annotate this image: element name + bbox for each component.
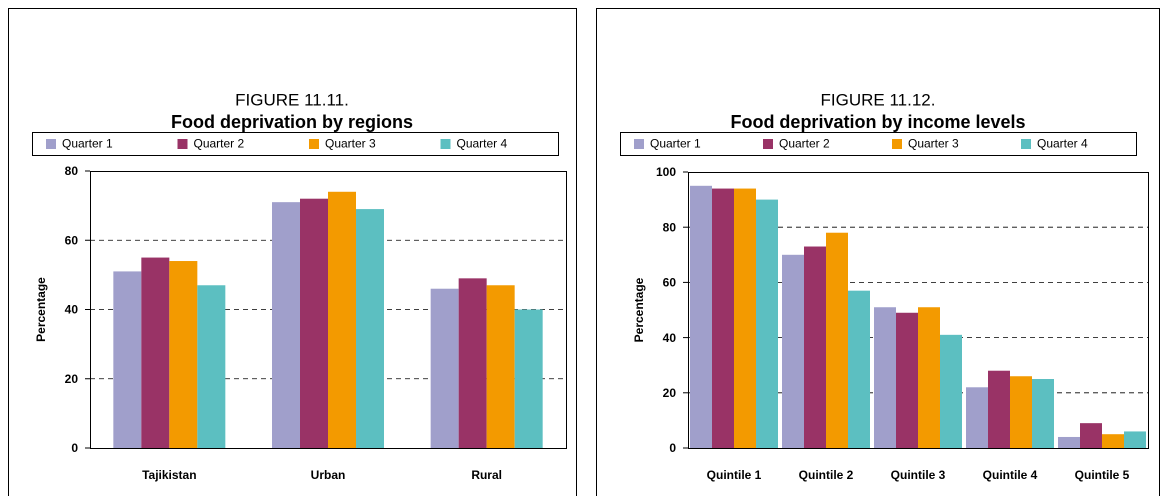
bar: [896, 312, 918, 448]
bar: [300, 198, 328, 448]
bar: [169, 261, 198, 448]
bar: [514, 309, 543, 448]
figure-label: FIGURE 11.11.: [235, 90, 349, 109]
legend-label: Quarter 4: [457, 137, 508, 151]
bar: [1124, 431, 1146, 448]
y-tick-label: 0: [71, 441, 78, 455]
bar: [458, 278, 487, 448]
legend-swatch: [177, 139, 188, 149]
bar: [988, 370, 1010, 448]
y-tick-label: 20: [65, 372, 79, 386]
legend-swatch: [763, 139, 773, 149]
bar: [141, 257, 170, 448]
legend-swatch: [46, 139, 56, 149]
x-tick-label: Quintile 5: [1075, 468, 1130, 482]
bar: [197, 285, 226, 448]
bar: [940, 334, 962, 448]
legend-label: Quarter 2: [194, 137, 245, 151]
x-tick-label: Tajikistan: [142, 468, 196, 482]
y-tick-label: 20: [663, 386, 677, 400]
x-tick-label: Quintile 2: [799, 468, 854, 482]
bar: [804, 246, 826, 448]
x-tick-label: Rural: [471, 468, 502, 482]
bar: [1032, 379, 1054, 448]
bar: [1080, 423, 1102, 448]
legend-swatch: [892, 139, 902, 149]
plot-frame: [688, 172, 1149, 449]
legend-label: Quarter 2: [779, 137, 830, 151]
figure-label: FIGURE 11.12.: [821, 90, 936, 109]
bar: [690, 185, 712, 449]
panel-border: [596, 8, 1160, 501]
panel-border: [8, 8, 577, 501]
y-axis-label: Percentage: [632, 277, 646, 342]
y-tick-label: 60: [663, 276, 677, 290]
chart-title: Food deprivation by income levels: [730, 112, 1025, 132]
bar: [356, 209, 384, 448]
bar: [712, 188, 734, 448]
legend-box: [620, 132, 1137, 156]
legend-label: Quarter 3: [908, 137, 959, 151]
legend-label: Quarter 3: [325, 137, 376, 151]
y-tick-label: 80: [663, 220, 677, 234]
legend-label: Quarter 1: [62, 137, 113, 151]
x-tick-label: Quintile 4: [983, 468, 1038, 482]
bar: [113, 271, 142, 448]
bar: [826, 232, 848, 448]
y-tick-label: 0: [669, 441, 676, 455]
y-tick-label: 40: [663, 331, 677, 345]
legend-swatch: [1021, 139, 1031, 149]
bar: [486, 285, 515, 448]
x-tick-label: Urban: [311, 468, 346, 482]
y-tick-label: 80: [65, 164, 79, 178]
legend-swatch: [634, 139, 644, 149]
legend-label: Quarter 4: [1037, 137, 1088, 151]
bar: [734, 188, 756, 448]
bar: [1010, 376, 1032, 448]
bar: [874, 307, 896, 448]
bar: [848, 290, 870, 448]
chart-title: Food deprivation by regions: [171, 112, 413, 132]
bar: [1102, 434, 1124, 448]
legend-box: [32, 132, 559, 156]
bar: [918, 307, 940, 448]
bar: [966, 387, 988, 448]
bar: [1058, 436, 1080, 448]
legend-label: Quarter 1: [650, 137, 701, 151]
legend-swatch: [440, 139, 451, 149]
y-tick-label: 60: [65, 233, 79, 247]
x-tick-label: Quintile 3: [891, 468, 946, 482]
bar: [782, 254, 804, 448]
bar: [328, 191, 356, 448]
plot-frame: [90, 171, 567, 449]
legend-swatch: [309, 139, 319, 149]
bar: [272, 202, 300, 448]
y-tick-label: 40: [65, 303, 79, 317]
bar: [756, 199, 778, 448]
bar: [430, 288, 459, 448]
y-tick-label: 100: [656, 165, 676, 179]
x-tick-label: Quintile 1: [707, 468, 762, 482]
y-axis-label: Percentage: [34, 277, 48, 342]
